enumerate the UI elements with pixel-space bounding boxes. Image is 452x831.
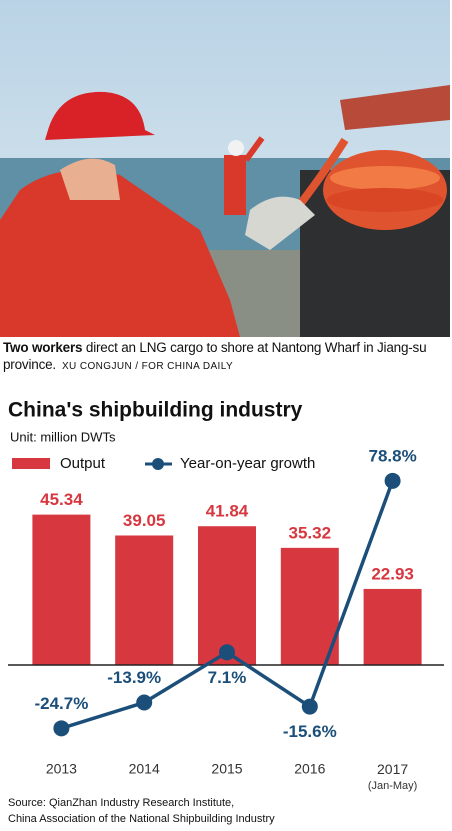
line-point — [53, 720, 70, 737]
line-point — [301, 698, 318, 715]
bar — [32, 514, 91, 665]
source: Source: QianZhan Industry Research Insti… — [8, 797, 234, 809]
chart-subtitle: Unit: million DWTs — [10, 429, 116, 444]
line-point — [219, 644, 235, 661]
plot-area: Output Year-on-year growth 45.34 39.05 41.84… — [8, 446, 444, 792]
caption-lead: Two workers — [3, 340, 83, 355]
bar — [115, 535, 174, 665]
photo-credit: XU CONGJUN / FOR CHINA DAILY — [61, 361, 234, 372]
bar-value-label: 39.05 — [123, 511, 166, 530]
photo-caption: Two workers direct an LNG cargo to shore… — [3, 339, 449, 375]
source: China Association of the National Shipbu… — [8, 813, 275, 825]
x-tick-label: 2013 — [46, 761, 77, 777]
bar — [198, 526, 256, 665]
x-tick-label: 2017 (Jan-May) — [368, 761, 418, 792]
legend-swatch — [152, 458, 164, 470]
line-value-label: 78.8% — [368, 446, 416, 465]
caption-text: direct an LNG cargo to shore at Nantong … — [3, 340, 427, 372]
chart-title: China's shipbuilding industry — [8, 399, 303, 422]
x-tick-label: 2015 — [211, 761, 242, 777]
x-tick-label: 2016 — [294, 761, 325, 777]
bar — [280, 547, 339, 665]
bar-value-label: 45.34 — [40, 490, 83, 509]
x-tick-label: 2014 — [129, 761, 160, 777]
legend-label: Output — [60, 455, 106, 472]
legend-swatch — [12, 458, 50, 469]
line-point — [136, 694, 153, 711]
bar — [363, 588, 422, 665]
bar-value-label: 41.84 — [206, 502, 249, 521]
line-value-label: -13.9% — [107, 668, 161, 687]
photo — [0, 0, 450, 337]
line-value-label: -24.7% — [34, 694, 88, 713]
bar-value-label: 22.93 — [371, 564, 414, 583]
line-value-label: 7.1% — [208, 668, 247, 687]
legend-label: Year-on-year growth — [180, 455, 315, 472]
bar-value-label: 35.32 — [289, 523, 332, 542]
line-value-label: -15.6% — [283, 722, 337, 741]
line-point — [384, 472, 401, 489]
